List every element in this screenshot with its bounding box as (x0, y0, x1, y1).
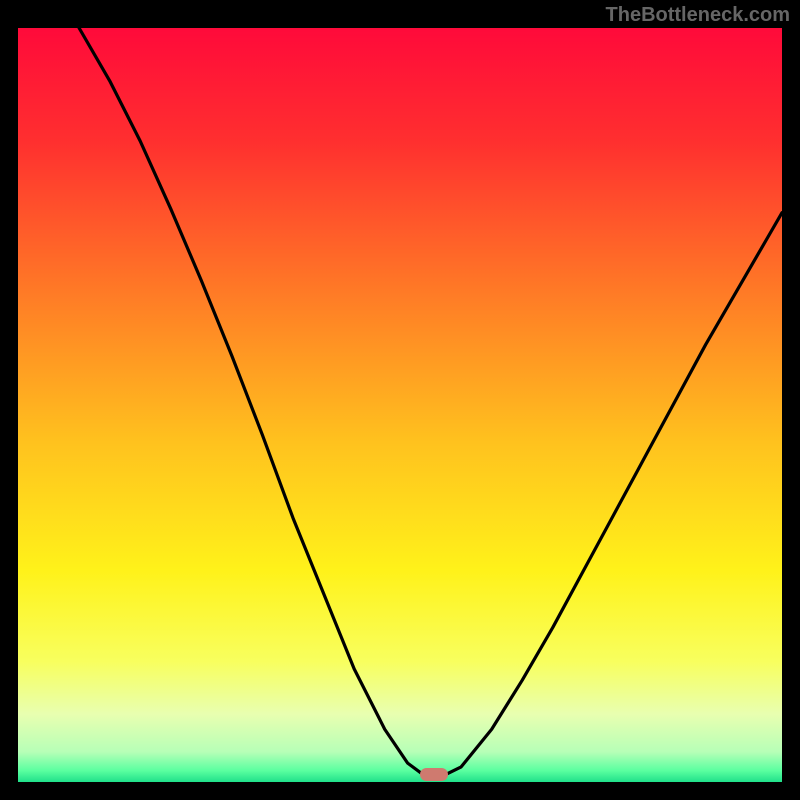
plot-area (18, 28, 782, 782)
optimum-marker (420, 768, 448, 781)
watermark-text: TheBottleneck.com (606, 4, 790, 27)
chart-frame: TheBottleneck.com (0, 0, 800, 800)
